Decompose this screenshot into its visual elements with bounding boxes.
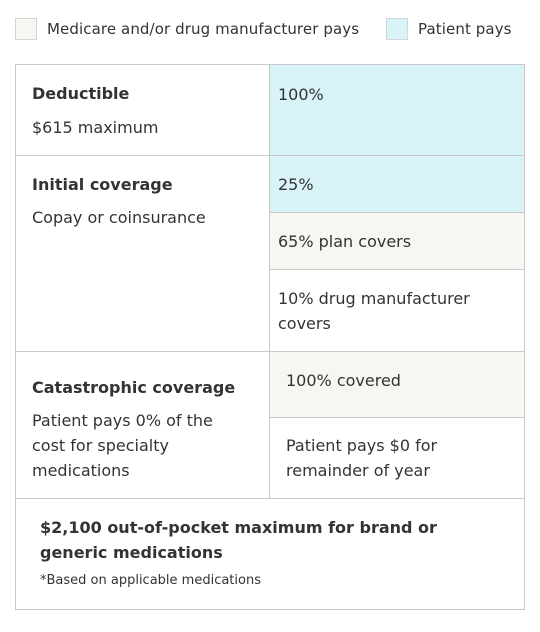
row-title-deductible: Deductible (32, 84, 130, 103)
row-title-initial-coverage: Initial coverage (32, 175, 173, 194)
row-desc-catastrophic-coverage: cost for specialty (32, 436, 169, 455)
manufacturer-swatch (15, 18, 37, 40)
cell-divider (270, 269, 524, 270)
row-desc-catastrophic-coverage: Patient pays 0% of the (32, 411, 213, 430)
row-divider (16, 498, 524, 499)
initial-patient-value: 25% (278, 175, 314, 194)
row-divider (16, 155, 524, 156)
column-divider (269, 65, 270, 498)
catastrophic-patient-value: remainder of year (286, 461, 430, 480)
deductible-patient-cell (270, 65, 524, 155)
legend: Medicare and/or drug manufacturer pays P… (15, 15, 525, 43)
row-desc-initial-coverage: Copay or coinsurance (32, 208, 206, 227)
cell-divider (270, 417, 524, 418)
legend-label: Medicare and/or drug manufacturer pays (47, 20, 360, 38)
catastrophic-covered-value: 100% covered (286, 371, 401, 390)
legend-label: Patient pays (418, 20, 512, 38)
legend-item-patient: Patient pays (386, 15, 512, 43)
initial-manufacturer-value: 10% drug manufacturer (278, 289, 470, 308)
cell-divider (270, 212, 524, 213)
footnote: *Based on applicable medications (40, 573, 261, 588)
initial-manufacturer-cell (270, 213, 524, 269)
legend-item-manufacturer: Medicare and/or drug manufacturer pays (15, 15, 359, 43)
patient-swatch (386, 18, 408, 40)
initial-patient-cell (270, 156, 524, 212)
row-desc-catastrophic-coverage: medications (32, 461, 130, 480)
row-title-catastrophic-coverage: Catastrophic coverage (32, 378, 236, 397)
row-divider (16, 351, 524, 352)
coverage-table: Deductible $615 maximum 100% Initial cov… (15, 64, 525, 610)
initial-plan-value: 65% plan covers (278, 232, 412, 251)
row-desc-deductible: $615 maximum (32, 118, 159, 137)
deductible-value: 100% (278, 85, 324, 104)
catastrophic-patient-value: Patient pays $0 for (286, 436, 438, 455)
initial-manufacturer-value: covers (278, 314, 331, 333)
catastrophic-manufacturer-cell (270, 352, 524, 417)
out-of-pocket-maximum: $2,100 out-of-pocket maximum for brand o… (40, 518, 437, 562)
